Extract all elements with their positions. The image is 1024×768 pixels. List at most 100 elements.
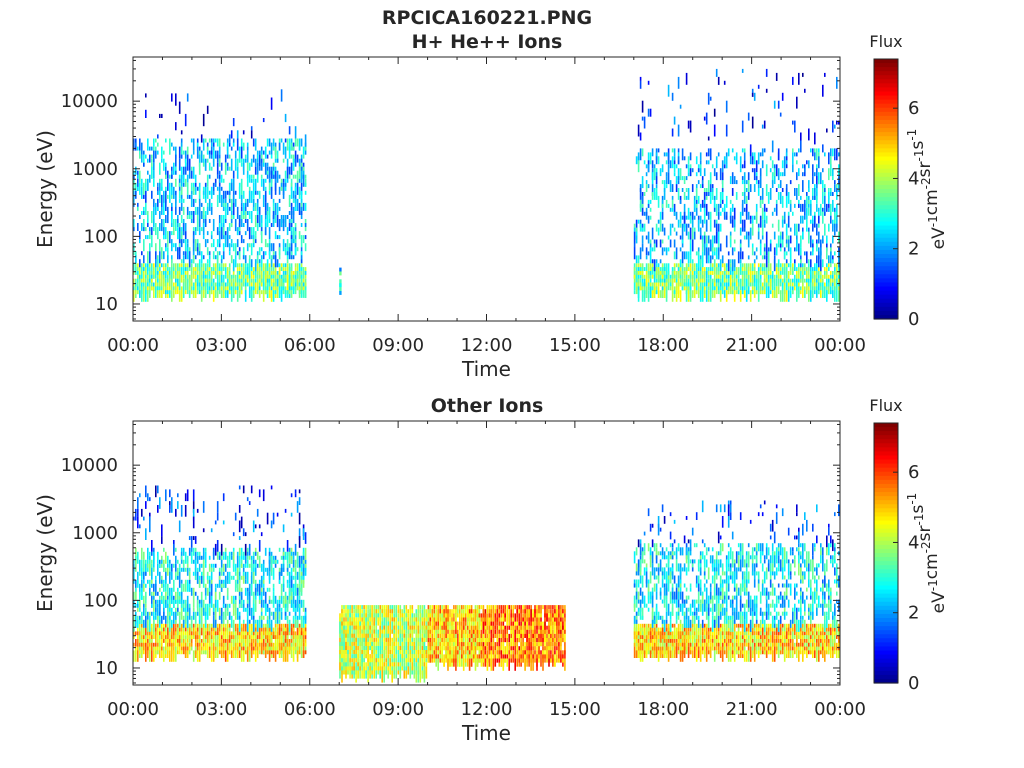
spectrogram-cell	[180, 166, 183, 175]
spectrogram-cell	[202, 635, 205, 643]
spectrogram-cell	[300, 138, 303, 147]
spectrogram-cell	[178, 282, 181, 287]
spectrogram-cell	[250, 583, 253, 596]
spectrogram-cell	[135, 639, 137, 647]
spectrogram-cell	[177, 223, 179, 227]
spectrogram-cell	[830, 215, 832, 224]
spectrogram-cell	[677, 219, 680, 228]
spectrogram-cell	[787, 192, 790, 204]
spectrogram-cell	[157, 134, 159, 139]
spectrogram-cell	[705, 290, 708, 302]
colorbar-segment	[874, 136, 898, 141]
spectrogram-cell	[669, 282, 672, 287]
spectrogram-cell	[226, 190, 229, 195]
colorbar-segment	[874, 209, 898, 214]
spectrogram-cell	[248, 278, 251, 283]
spectrogram-cell	[300, 190, 303, 203]
spectrogram-cell	[341, 609, 343, 614]
spectrogram-cell	[149, 650, 151, 662]
spectrogram-cell	[300, 274, 303, 279]
spectrogram-cell	[171, 186, 173, 195]
spectrogram-cell	[266, 162, 269, 167]
spectrogram-cell	[707, 180, 710, 192]
spectrogram-cell	[252, 206, 255, 211]
spectrogram-cell	[302, 599, 305, 608]
spectrogram-cell	[713, 219, 716, 228]
spectrogram-cell	[715, 274, 718, 283]
spectrogram-cell	[286, 619, 289, 624]
spectrogram-cell	[816, 290, 818, 298]
spectrogram-cell	[200, 571, 203, 576]
spectrogram-cell	[290, 635, 293, 639]
spectrogram-cell	[759, 247, 762, 256]
spectrogram-cell	[234, 642, 237, 647]
spectrogram-cell	[186, 650, 189, 658]
spectrogram-cell	[214, 591, 217, 604]
spectrogram-cell	[278, 174, 281, 179]
colorbar-segment	[874, 124, 898, 129]
spectrogram-cell	[232, 215, 235, 219]
spectrogram-cell	[177, 650, 179, 655]
spectrogram-cell	[832, 148, 834, 157]
spectrogram-cell	[276, 202, 279, 215]
spectrogram-cell	[214, 267, 217, 271]
spectrogram-cell	[198, 251, 201, 256]
spectrogram-cell	[196, 271, 199, 275]
spectrogram-cell	[212, 563, 215, 568]
spectrogram-cell	[715, 68, 718, 77]
spectrogram-cell	[715, 231, 718, 244]
spectrogram-cell	[818, 231, 820, 244]
spectrogram-cell	[302, 267, 305, 271]
spectrogram-cell	[190, 619, 193, 628]
spectrogram-cell	[355, 609, 357, 614]
spectrogram-cell	[175, 619, 177, 624]
spectrogram-cell	[139, 599, 141, 608]
spectrogram-cell	[240, 267, 243, 275]
spectrogram-cell	[286, 631, 289, 636]
spectrogram-cell	[290, 235, 293, 240]
spectrogram-cell	[178, 101, 181, 114]
spectrogram-cell	[741, 120, 744, 133]
spectrogram-cell	[765, 207, 768, 212]
spectrogram-cell	[272, 587, 275, 592]
spectrogram-cell	[268, 166, 271, 179]
spectrogram-cell	[278, 251, 281, 256]
spectrogram-cell	[228, 166, 231, 171]
spectrogram-cell	[226, 587, 229, 600]
spectrogram-cell	[173, 146, 175, 151]
spectrogram-cell	[755, 176, 758, 181]
spectrogram-cell	[288, 611, 291, 616]
spectrogram-cell	[725, 164, 728, 169]
spectrogram-cell	[777, 192, 780, 200]
spectrogram-cell	[151, 583, 153, 588]
spectrogram-cell	[687, 290, 690, 302]
spectrogram-cell	[697, 274, 700, 283]
spectrogram-cell	[210, 231, 213, 236]
spectrogram-cell	[180, 142, 183, 147]
spectrogram-cell	[298, 263, 301, 271]
spectrogram-cell	[639, 247, 642, 260]
spectrogram-cell	[246, 178, 249, 187]
spectrogram-cell	[137, 146, 139, 151]
spectrogram-cell	[794, 282, 796, 287]
spectrogram-cell	[147, 219, 149, 223]
spectrogram-cell	[232, 599, 235, 604]
spectrogram-cell	[161, 247, 163, 260]
spectrogram-cell	[733, 259, 736, 268]
spectrogram-cell	[264, 190, 267, 203]
spectrogram-cell	[258, 524, 261, 529]
spectrogram-cell	[222, 595, 225, 608]
spectrogram-cell	[274, 231, 277, 240]
spectrogram-cell	[194, 239, 197, 252]
spectrogram-cell	[242, 162, 245, 175]
spectrogram-cell	[675, 211, 678, 220]
spectrogram-cell	[359, 646, 361, 651]
spectrogram-cell	[792, 278, 794, 283]
spectrogram-cell	[302, 174, 305, 187]
spectrogram-cell	[785, 227, 788, 232]
colorbar-segment	[874, 278, 898, 284]
spectrogram-cell	[151, 650, 153, 662]
spectrogram-cell	[689, 239, 692, 244]
spectrogram-cell	[721, 172, 724, 185]
spectrogram-cell	[675, 263, 678, 268]
